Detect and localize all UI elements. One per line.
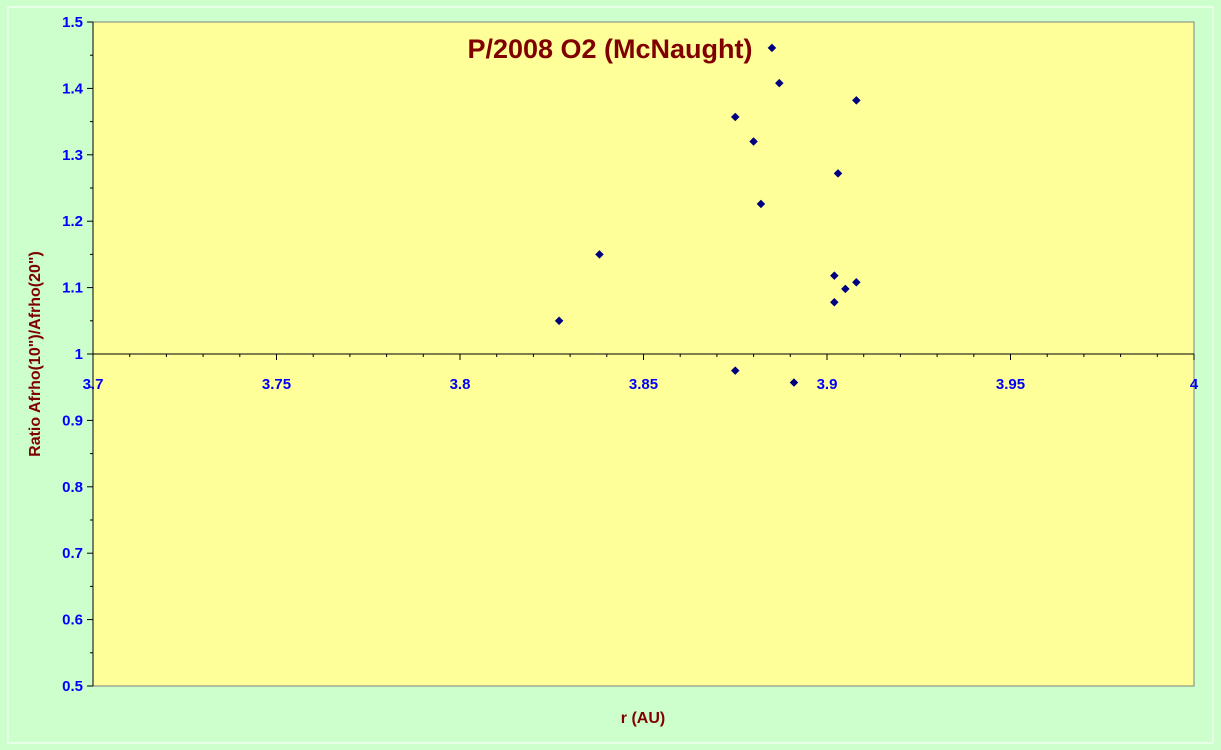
y-tick-label: 1.3: [62, 147, 83, 164]
y-tick-label: 1.1: [62, 280, 83, 297]
y-tick-label: 0.7: [62, 545, 83, 562]
data-point: [852, 277, 861, 287]
x-tick-labels: 3.7 3.75 3.8 3.85 3.9 3.95 4: [83, 376, 1199, 393]
data-point: [767, 43, 777, 53]
data-point: [554, 316, 564, 326]
y-tick-label: 0.9: [62, 412, 83, 429]
y-tick-label: 0.6: [62, 612, 83, 629]
data-point: [774, 78, 784, 88]
x-tick-label: 3.75: [262, 376, 291, 393]
data-point: [852, 95, 861, 105]
y-tick-labels: 0.5 0.6 0.7 0.8 0.9 1 1.1 1.2 1.3 1.4 1.5: [62, 14, 84, 695]
x-tick-label: 3.9: [817, 376, 838, 393]
x-tick-label: 4: [1190, 376, 1199, 393]
x-tick-label: 3.95: [996, 376, 1025, 393]
data-point: [840, 284, 850, 294]
data-point: [833, 169, 843, 178]
x-tick-label: 3.7: [83, 376, 104, 393]
data-point: [595, 250, 604, 259]
x-tick-label: 3.85: [629, 376, 658, 393]
data-point: [829, 297, 839, 307]
y-tick-label: 0.5: [62, 678, 83, 695]
y-axis-title: Ratio Afrho(10")/Afrho(20"): [27, 251, 44, 457]
x-axis-title: r (AU): [621, 710, 665, 727]
data-point: [829, 271, 839, 281]
data-point: [756, 199, 766, 209]
data-point: [749, 137, 758, 146]
x-tick-label: 3.8: [450, 376, 471, 393]
y-tick-label: 1.4: [62, 80, 84, 97]
y-tick-label: 0.8: [62, 479, 83, 496]
data-point: [730, 366, 740, 375]
data-point: [730, 112, 740, 122]
axes: [87, 21, 1195, 687]
y-tick-label: 1.2: [62, 213, 83, 230]
data-point: [789, 378, 799, 387]
data-markers: [554, 43, 861, 387]
y-tick-label: 1.5: [62, 14, 83, 31]
y-tick-label: 1: [75, 346, 83, 363]
chart-title: P/2008 O2 (McNaught): [467, 34, 752, 64]
